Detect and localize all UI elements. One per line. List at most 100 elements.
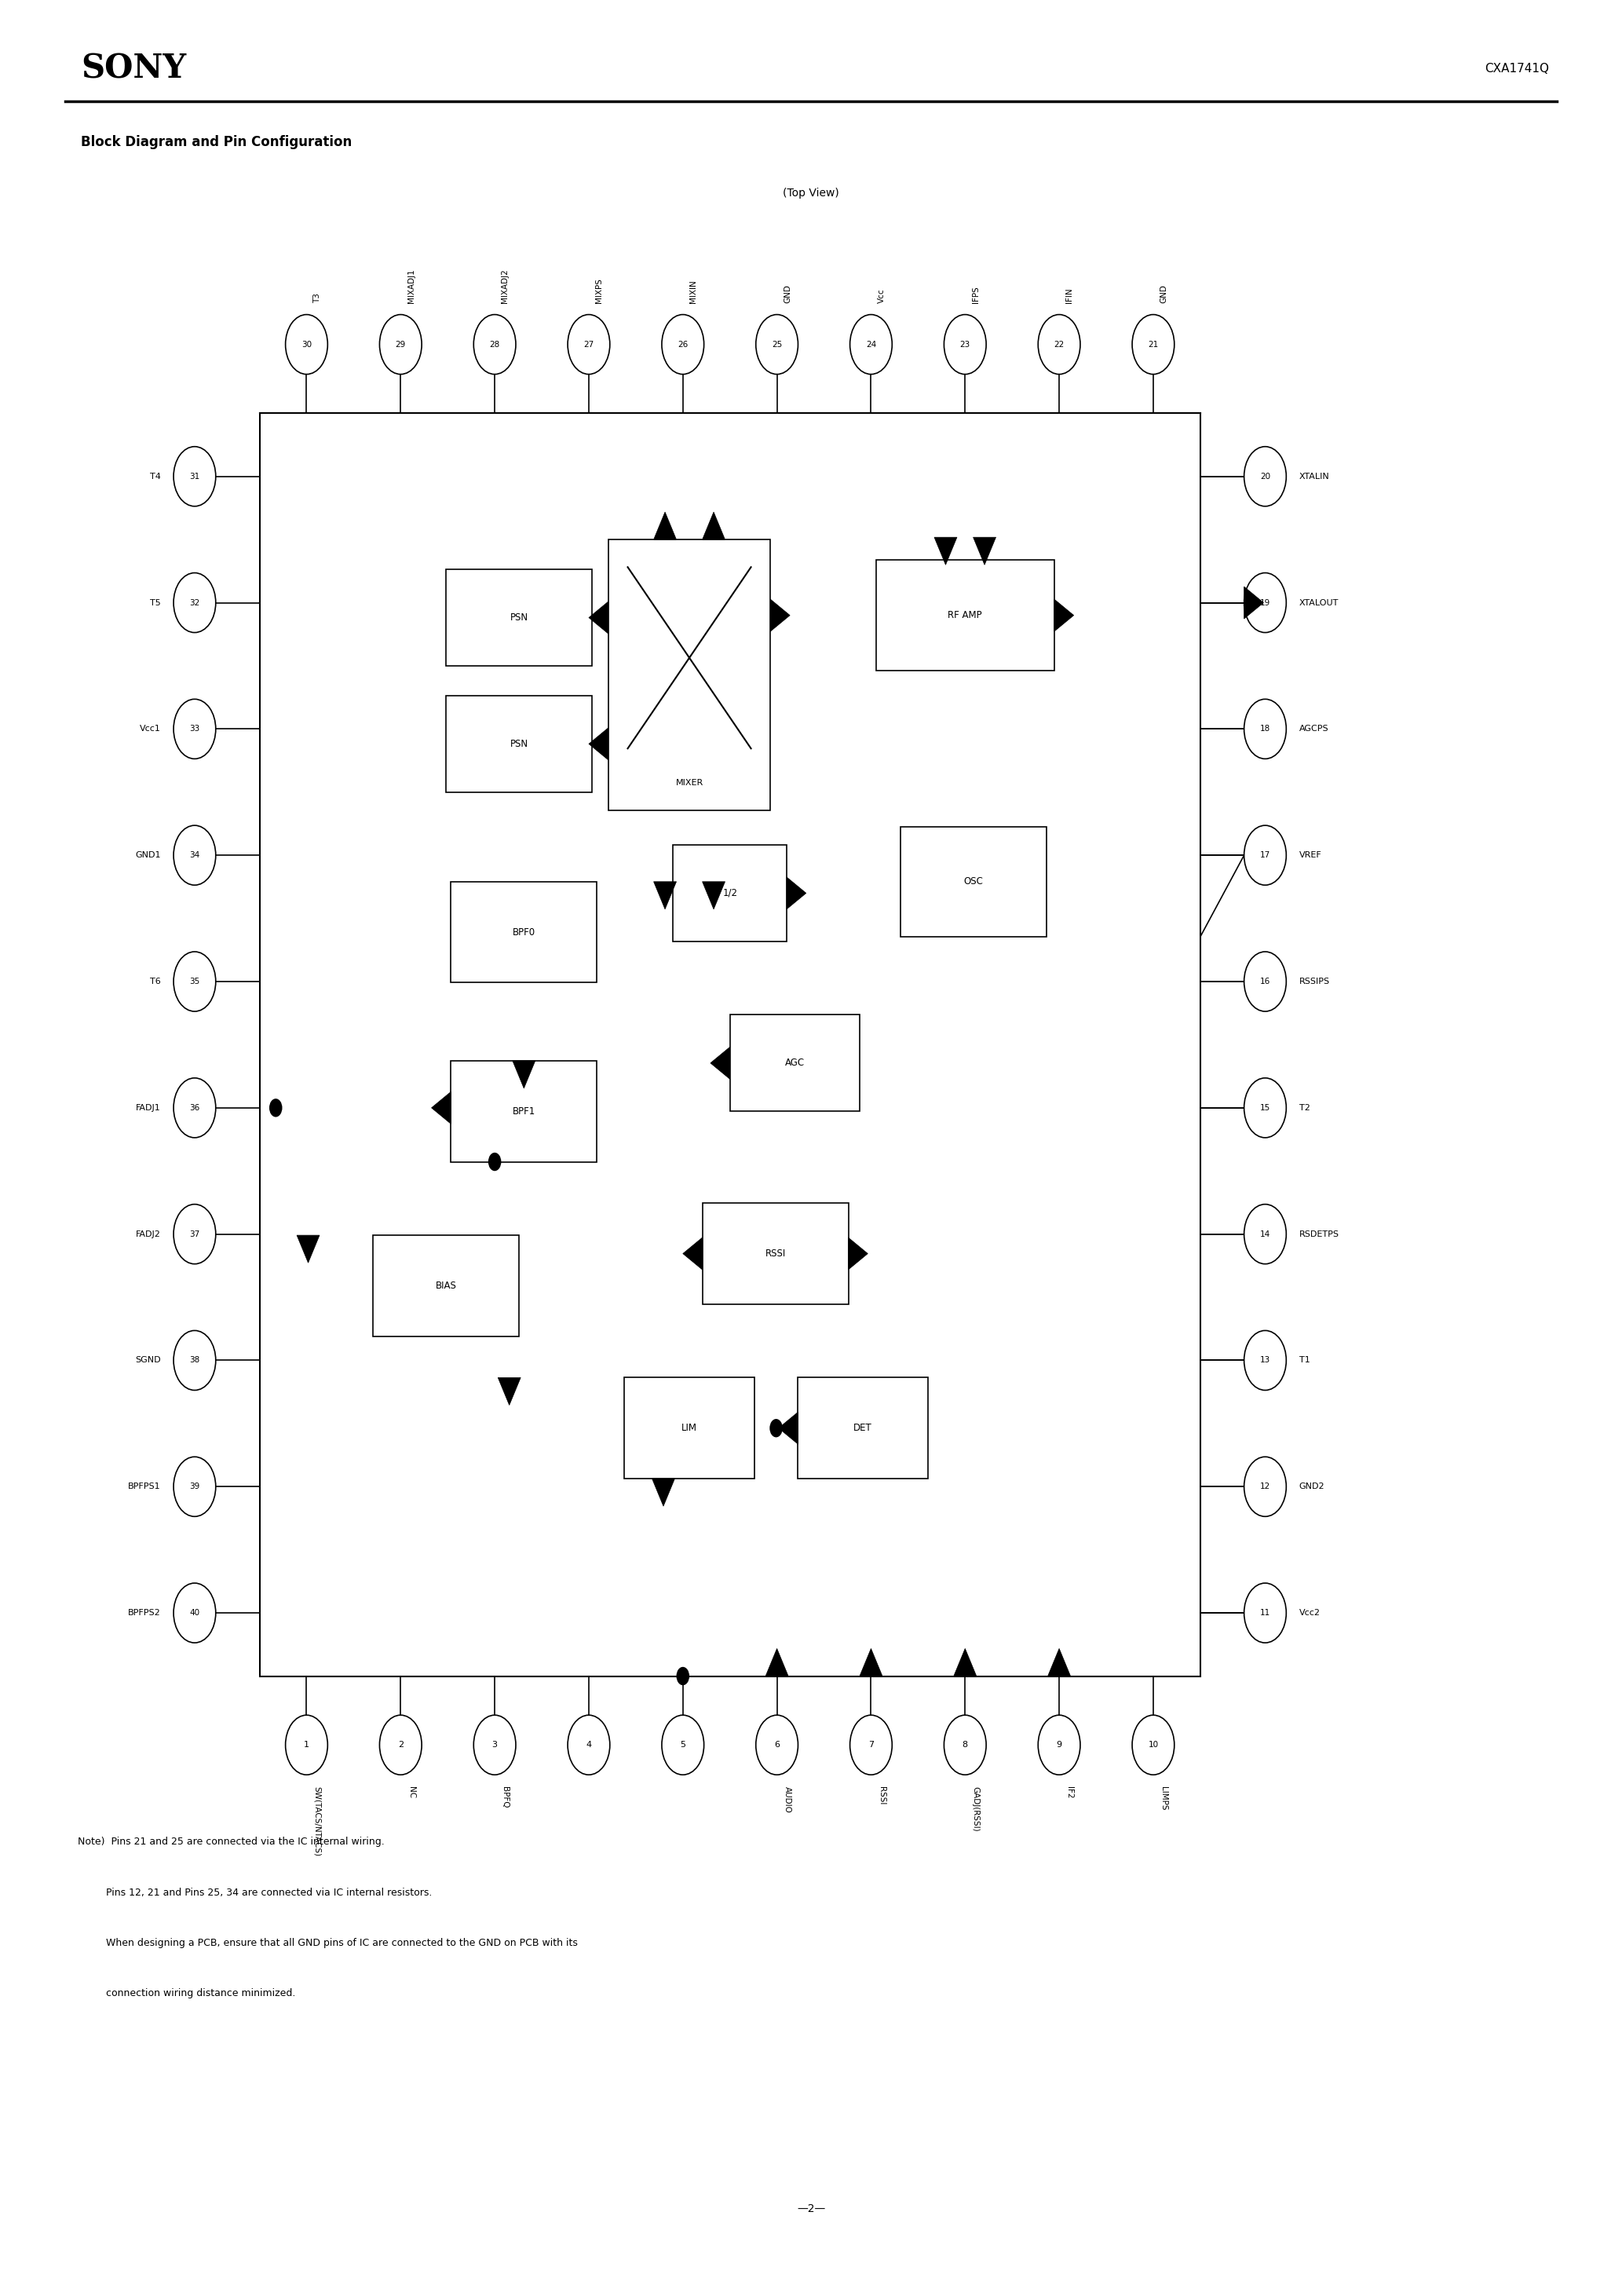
Bar: [876, 560, 1054, 670]
Text: BIAS: BIAS: [435, 1281, 457, 1290]
Text: 27: 27: [584, 340, 594, 349]
Polygon shape: [297, 1235, 320, 1263]
Bar: [446, 696, 592, 792]
Text: FADJ2: FADJ2: [136, 1231, 161, 1238]
Circle shape: [285, 315, 328, 374]
Text: 9: 9: [1056, 1740, 1062, 1750]
Text: MIXER: MIXER: [675, 778, 704, 788]
Text: Vcc: Vcc: [878, 289, 886, 303]
Text: 23: 23: [960, 340, 970, 349]
Text: RSSI: RSSI: [878, 1786, 886, 1805]
Text: 2: 2: [397, 1740, 404, 1750]
Circle shape: [380, 315, 422, 374]
Polygon shape: [954, 1649, 976, 1676]
Text: MIXADJ2: MIXADJ2: [501, 269, 509, 303]
Text: 22: 22: [1054, 340, 1064, 349]
Circle shape: [1244, 1077, 1286, 1137]
Text: AGCPS: AGCPS: [1299, 726, 1328, 732]
Circle shape: [1038, 315, 1080, 374]
Text: VREF: VREF: [1299, 852, 1322, 859]
Text: 11: 11: [1260, 1609, 1270, 1616]
Circle shape: [1244, 1332, 1286, 1389]
Circle shape: [770, 1419, 783, 1437]
Circle shape: [174, 1458, 216, 1515]
Polygon shape: [513, 1061, 535, 1088]
Text: Block Diagram and Pin Configuration: Block Diagram and Pin Configuration: [81, 135, 352, 149]
Bar: [624, 1378, 754, 1479]
Circle shape: [174, 951, 216, 1010]
Text: 10: 10: [1148, 1740, 1158, 1750]
Circle shape: [1038, 1715, 1080, 1775]
Bar: [702, 1203, 848, 1304]
Circle shape: [174, 700, 216, 758]
Circle shape: [174, 824, 216, 884]
Circle shape: [1244, 1458, 1286, 1515]
Polygon shape: [710, 1047, 730, 1079]
Text: 3: 3: [491, 1740, 498, 1750]
Polygon shape: [1054, 599, 1074, 631]
Circle shape: [474, 1715, 516, 1775]
Text: 16: 16: [1260, 978, 1270, 985]
Circle shape: [174, 445, 216, 507]
Text: 4: 4: [586, 1740, 592, 1750]
Text: 38: 38: [190, 1357, 200, 1364]
Text: NC: NC: [407, 1786, 415, 1798]
Text: 33: 33: [190, 726, 200, 732]
Text: LIMPS: LIMPS: [1160, 1786, 1168, 1809]
Polygon shape: [848, 1238, 868, 1270]
Text: 35: 35: [190, 978, 200, 985]
Text: LIM: LIM: [681, 1424, 697, 1433]
Text: OSC: OSC: [963, 877, 983, 886]
Text: 15: 15: [1260, 1104, 1270, 1111]
Text: 5: 5: [680, 1740, 686, 1750]
Polygon shape: [702, 512, 725, 540]
Text: Note)  Pins 21 and 25 are connected via the IC internal wiring.: Note) Pins 21 and 25 are connected via t…: [78, 1837, 384, 1846]
Circle shape: [1244, 824, 1286, 884]
Polygon shape: [770, 599, 790, 631]
Text: Pins 12, 21 and Pins 25, 34 are connected via IC internal resistors.: Pins 12, 21 and Pins 25, 34 are connecte…: [78, 1887, 431, 1896]
Bar: [608, 540, 770, 810]
Circle shape: [269, 1097, 282, 1116]
Text: 36: 36: [190, 1104, 200, 1111]
Text: RSSI: RSSI: [766, 1249, 785, 1258]
Polygon shape: [702, 882, 725, 909]
Circle shape: [1244, 700, 1286, 758]
Text: 12: 12: [1260, 1483, 1270, 1490]
Polygon shape: [431, 1091, 451, 1123]
Text: 1/2: 1/2: [722, 889, 738, 898]
Bar: [373, 1235, 519, 1336]
Text: Vcc2: Vcc2: [1299, 1609, 1320, 1616]
Polygon shape: [934, 537, 957, 565]
Circle shape: [662, 315, 704, 374]
Text: When designing a PCB, ensure that all GND pins of IC are connected to the GND on: When designing a PCB, ensure that all GN…: [78, 1938, 577, 1947]
Bar: [673, 845, 787, 941]
Text: 21: 21: [1148, 340, 1158, 349]
Circle shape: [380, 1715, 422, 1775]
Text: MIXIN: MIXIN: [689, 280, 697, 303]
Text: 7: 7: [868, 1740, 874, 1750]
Polygon shape: [589, 602, 608, 634]
Text: 20: 20: [1260, 473, 1270, 480]
Polygon shape: [654, 512, 676, 540]
Text: 18: 18: [1260, 726, 1270, 732]
Text: XTALOUT: XTALOUT: [1299, 599, 1338, 606]
Circle shape: [676, 1667, 689, 1685]
Text: 28: 28: [490, 340, 500, 349]
Circle shape: [944, 315, 986, 374]
Circle shape: [174, 574, 216, 634]
Text: FADJ1: FADJ1: [136, 1104, 161, 1111]
Polygon shape: [1244, 588, 1264, 620]
Polygon shape: [766, 1649, 788, 1676]
Circle shape: [285, 1715, 328, 1775]
Text: 8: 8: [962, 1740, 968, 1750]
Polygon shape: [787, 877, 806, 909]
Circle shape: [756, 315, 798, 374]
Circle shape: [850, 1715, 892, 1775]
Polygon shape: [654, 882, 676, 909]
Polygon shape: [498, 1378, 521, 1405]
Bar: [451, 882, 597, 983]
Text: 19: 19: [1260, 599, 1270, 606]
Text: Vcc1: Vcc1: [139, 726, 161, 732]
Circle shape: [174, 1077, 216, 1137]
Circle shape: [1132, 315, 1174, 374]
